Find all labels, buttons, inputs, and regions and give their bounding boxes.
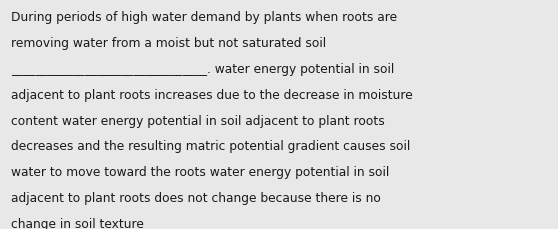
Text: removing water from a moist but not saturated soil: removing water from a moist but not satu… [11,37,326,50]
Text: content water energy potential in soil adjacent to plant roots: content water energy potential in soil a… [11,114,385,127]
Text: adjacent to plant roots does not change because there is no: adjacent to plant roots does not change … [11,191,381,204]
Text: change in soil texture: change in soil texture [11,217,144,229]
Text: ________________________________. water energy potential in soil: ________________________________. water … [11,63,395,76]
Text: adjacent to plant roots increases due to the decrease in moisture: adjacent to plant roots increases due to… [11,88,413,101]
Text: decreases and the resulting matric potential gradient causes soil: decreases and the resulting matric poten… [11,140,411,153]
Text: water to move toward the roots water energy potential in soil: water to move toward the roots water ene… [11,165,389,178]
Text: During periods of high water demand by plants when roots are: During periods of high water demand by p… [11,11,397,25]
